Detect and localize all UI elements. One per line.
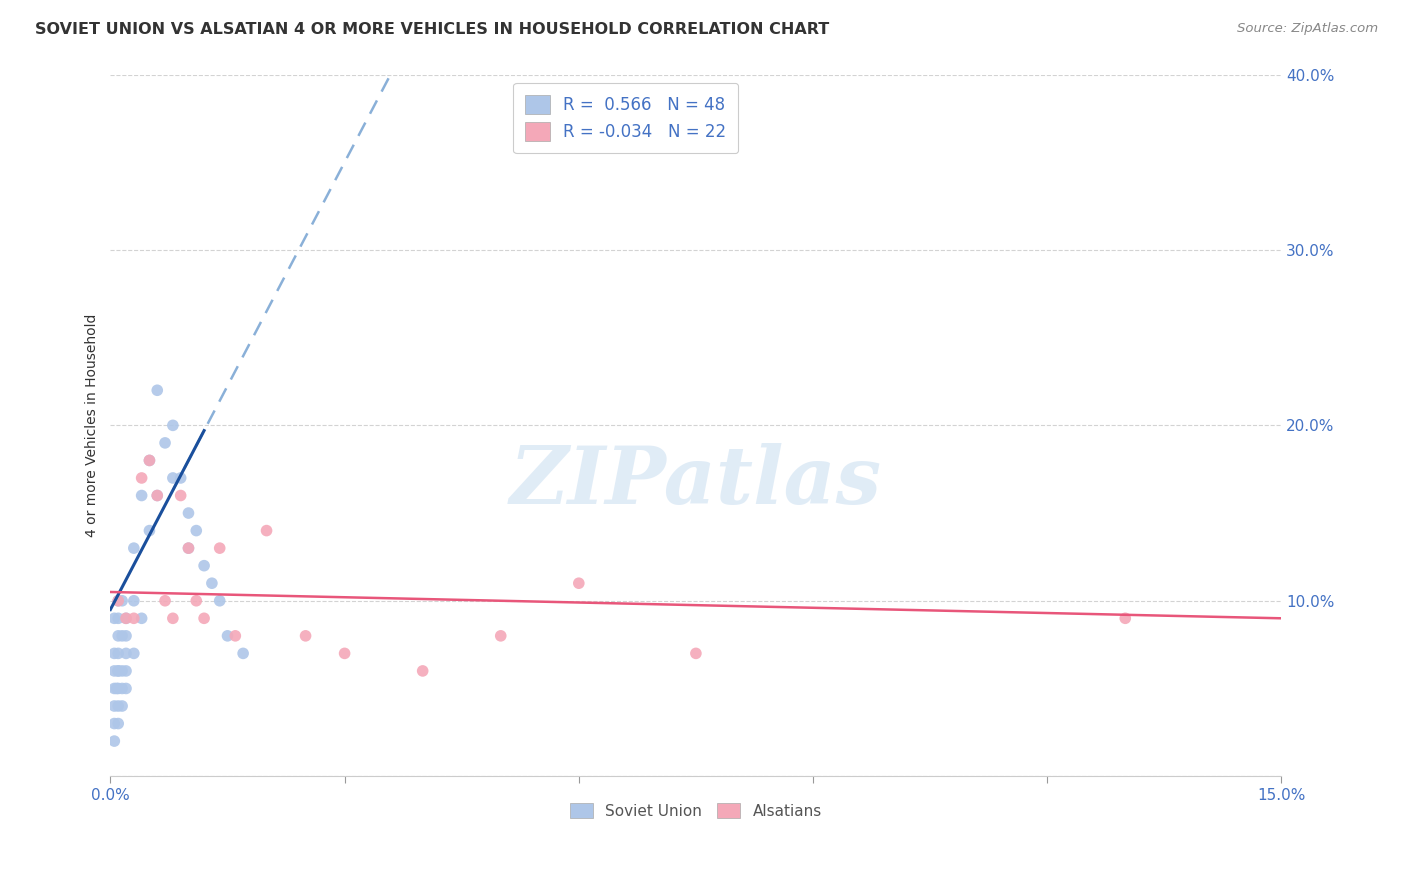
Point (169, 471, 191, 485)
Point (153, 593, 176, 607)
Point (103, 681, 125, 696)
Point (193, 611, 215, 625)
Point (256, 524, 278, 538)
Point (103, 611, 125, 625)
Point (111, 681, 134, 696)
Point (217, 629, 239, 643)
Point (122, 593, 145, 607)
Point (107, 664, 129, 678)
Point (162, 611, 184, 625)
Text: Source: ZipAtlas.com: Source: ZipAtlas.com (1237, 22, 1378, 36)
Point (122, 611, 145, 625)
Point (568, 576, 591, 591)
Point (208, 593, 231, 607)
Point (138, 453, 160, 467)
Point (232, 646, 254, 660)
Point (122, 646, 145, 660)
Point (131, 611, 153, 625)
Point (153, 436, 176, 450)
Y-axis label: 4 or more Vehicles in Household: 4 or more Vehicles in Household (86, 314, 100, 537)
Point (103, 734, 125, 748)
Point (111, 698, 134, 713)
Point (122, 541, 145, 556)
Point (489, 629, 512, 643)
Point (162, 471, 184, 485)
Point (146, 489, 169, 503)
Point (224, 629, 246, 643)
Point (131, 471, 153, 485)
Point (169, 489, 191, 503)
Point (103, 664, 125, 678)
Point (107, 698, 129, 713)
Point (333, 646, 356, 660)
Point (177, 506, 200, 520)
Point (186, 524, 208, 538)
Point (294, 629, 316, 643)
Point (177, 541, 200, 556)
Point (107, 593, 129, 607)
Point (115, 629, 138, 643)
Point (115, 611, 138, 625)
Point (115, 611, 138, 625)
Point (146, 489, 169, 503)
Point (107, 681, 129, 696)
Text: SOVIET UNION VS ALSATIAN 4 OR MORE VEHICLES IN HOUSEHOLD CORRELATION CHART: SOVIET UNION VS ALSATIAN 4 OR MORE VEHIC… (35, 22, 830, 37)
Point (107, 664, 129, 678)
Point (111, 629, 134, 643)
Point (412, 664, 434, 678)
Point (105, 681, 128, 696)
Point (111, 664, 134, 678)
Point (115, 681, 138, 696)
Point (685, 646, 707, 660)
Text: ZIPatlas: ZIPatlas (510, 442, 882, 520)
Point (107, 593, 129, 607)
Point (111, 593, 134, 607)
Point (201, 576, 224, 591)
Point (107, 629, 129, 643)
Point (138, 524, 160, 538)
Point (138, 453, 160, 467)
Point (193, 558, 215, 573)
Point (107, 716, 129, 731)
Legend: Soviet Union, Alsatians: Soviet Union, Alsatians (564, 797, 828, 825)
Point (107, 646, 129, 660)
Point (208, 541, 231, 556)
Point (177, 541, 200, 556)
Point (162, 418, 184, 433)
Point (146, 384, 169, 398)
Point (1114, 611, 1136, 625)
Point (103, 698, 125, 713)
Point (115, 664, 138, 678)
Point (186, 593, 208, 607)
Point (131, 489, 153, 503)
Point (115, 646, 138, 660)
Point (107, 611, 129, 625)
Point (103, 646, 125, 660)
Point (103, 716, 125, 731)
